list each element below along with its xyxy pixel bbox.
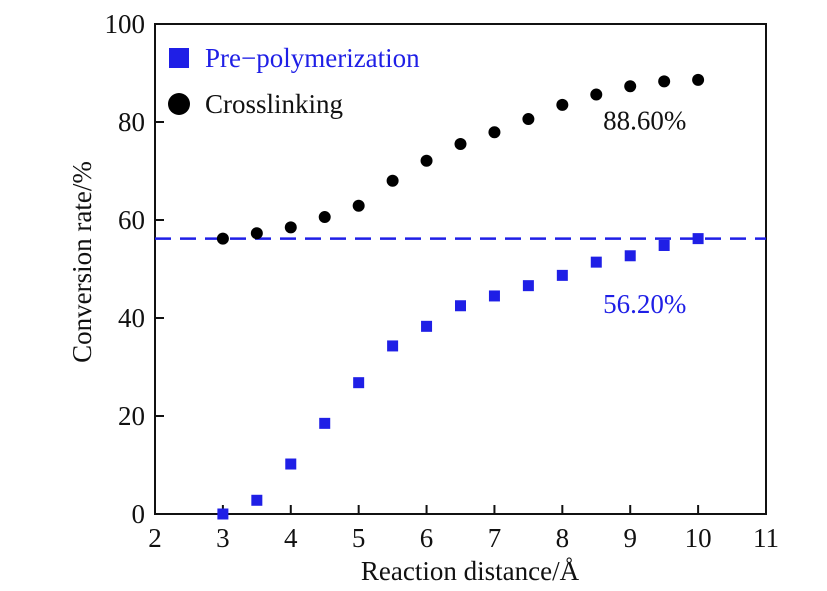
x-tick-label: 6 [420,523,434,553]
legend: Pre−polymerization Crosslinking [168,43,420,119]
legend-marker-square [169,48,189,68]
data-point-circle [590,88,603,101]
data-point-circle [658,75,671,88]
data-point-square [556,269,568,281]
data-point-circle [318,211,331,224]
data-point-circle [624,80,637,93]
data-point-circle [556,98,569,111]
data-point-square [421,320,433,332]
y-tick-label: 80 [118,107,145,137]
x-tick-label: 3 [216,523,230,553]
y-tick-label: 100 [105,9,146,39]
y-axis-label: Conversion rate/% [67,161,97,363]
x-tick-label: 9 [623,523,637,553]
x-tick-label: 5 [352,523,366,553]
y-tick-label: 0 [132,499,146,529]
data-point-square [387,340,399,352]
data-point-circle [522,113,535,126]
x-tick-label: 4 [284,523,298,553]
x-tick-label: 11 [753,523,779,553]
data-point-circle [692,73,705,86]
y-tick-label: 40 [118,303,145,333]
data-point-square [590,256,602,268]
data-point-circle [386,174,399,187]
series-pre-polymerization [217,233,704,520]
data-marks [216,73,705,520]
data-point-square [488,290,500,302]
data-point-square [658,239,670,251]
y-tick-label: 20 [118,401,145,431]
x-tick-label: 7 [488,523,502,553]
data-point-circle [420,154,433,167]
data-point-square [522,280,534,292]
data-point-circle [250,227,263,240]
annotations: 88.60% 56.20% [603,105,686,319]
y-tick-label: 60 [118,205,145,235]
x-tick-label: 10 [685,523,712,553]
data-point-square [217,508,229,520]
x-axis-label: Reaction distance/Å [361,556,580,586]
annotation-label: 56.20% [603,289,686,319]
data-point-circle [488,126,501,139]
data-point-square [285,458,297,470]
legend-label: Crosslinking [205,89,343,119]
data-point-circle [216,232,229,245]
plot-frame [154,23,767,515]
series-crosslinking [216,73,705,245]
data-point-square [353,377,365,389]
legend-label: Pre−polymerization [205,43,420,73]
data-point-square [251,494,263,506]
data-point-circle [352,199,365,212]
legend-marker-circle [168,93,190,115]
axis-ticks: 2 3 4 5 6 7 8 9 10 11 0 20 40 60 80 100 [105,9,780,553]
data-point-square [624,250,636,262]
x-tick-label: 8 [556,523,570,553]
annotation-label: 88.60% [603,105,686,135]
data-point-square [692,233,704,245]
x-tick-label: 2 [148,523,162,553]
data-point-square [455,300,466,312]
data-point-circle [284,221,297,234]
data-point-square [319,417,331,429]
data-point-circle [454,138,467,151]
